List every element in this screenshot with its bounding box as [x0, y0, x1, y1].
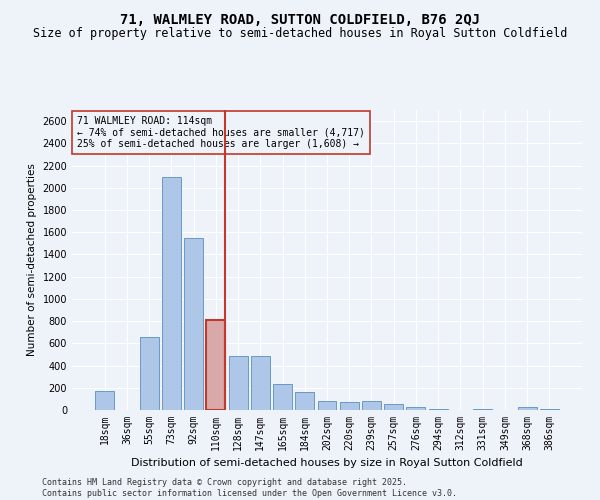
Bar — [362, 401, 381, 410]
Text: Contains HM Land Registry data © Crown copyright and database right 2025.
Contai: Contains HM Land Registry data © Crown c… — [42, 478, 457, 498]
Bar — [295, 392, 314, 410]
Text: 71 WALMLEY ROAD: 114sqm
← 74% of semi-detached houses are smaller (4,717)
25% of: 71 WALMLEY ROAD: 114sqm ← 74% of semi-de… — [77, 116, 365, 149]
Bar — [206, 320, 225, 410]
Bar — [184, 238, 203, 410]
Bar — [229, 356, 248, 410]
Bar — [384, 404, 403, 410]
Bar — [406, 407, 425, 410]
Bar — [162, 176, 181, 410]
Bar — [317, 401, 337, 410]
Text: 71, WALMLEY ROAD, SUTTON COLDFIELD, B76 2QJ: 71, WALMLEY ROAD, SUTTON COLDFIELD, B76 … — [120, 12, 480, 26]
Bar — [429, 409, 448, 410]
X-axis label: Distribution of semi-detached houses by size in Royal Sutton Coldfield: Distribution of semi-detached houses by … — [131, 458, 523, 468]
Bar — [95, 390, 114, 410]
Bar — [251, 356, 270, 410]
Bar — [340, 402, 359, 410]
Bar — [518, 406, 536, 410]
Bar — [140, 336, 158, 410]
Text: Size of property relative to semi-detached houses in Royal Sutton Coldfield: Size of property relative to semi-detach… — [33, 28, 567, 40]
Bar — [273, 384, 292, 410]
Y-axis label: Number of semi-detached properties: Number of semi-detached properties — [27, 164, 37, 356]
